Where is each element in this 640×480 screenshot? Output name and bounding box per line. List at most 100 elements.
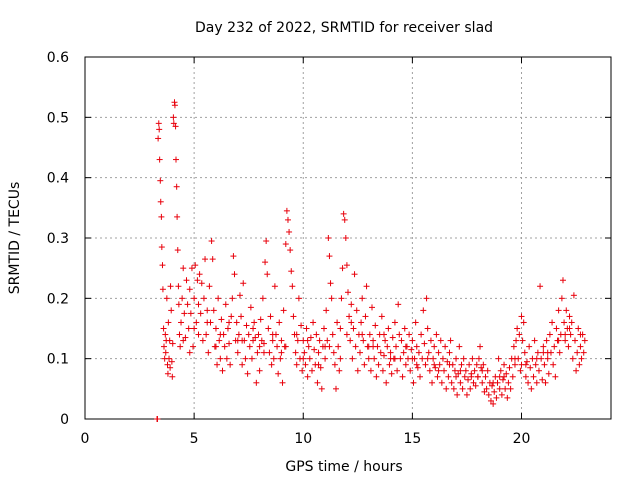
data-point (170, 120, 177, 127)
data-point (424, 325, 431, 332)
data-point (173, 156, 180, 163)
data-point (165, 319, 172, 326)
data-point (175, 283, 182, 290)
data-point (307, 334, 314, 341)
data-point (545, 370, 552, 377)
data-point (318, 385, 325, 392)
y-tick-label: 0 (60, 412, 69, 428)
data-point (334, 319, 341, 326)
data-point (484, 367, 491, 374)
data-point (305, 343, 312, 350)
data-point (208, 238, 215, 245)
data-point (503, 370, 510, 377)
data-point (223, 355, 230, 362)
data-point (217, 355, 224, 362)
data-point (367, 367, 374, 374)
data-point (533, 379, 540, 386)
data-point (567, 331, 574, 338)
data-point (409, 355, 416, 362)
data-point (322, 343, 329, 350)
data-point (191, 325, 198, 332)
data-point (295, 295, 302, 302)
data-point (446, 349, 453, 356)
data-point (277, 355, 284, 362)
data-point (425, 349, 432, 356)
data-point (422, 361, 429, 368)
data-point (431, 361, 438, 368)
data-point (577, 331, 584, 338)
data-point (459, 385, 466, 392)
data-point (410, 379, 417, 386)
data-point (348, 319, 355, 326)
data-point (361, 361, 368, 368)
data-point (186, 286, 193, 293)
data-point (179, 295, 186, 302)
data-point (482, 373, 489, 380)
data-point (414, 364, 421, 371)
data-point (423, 295, 430, 302)
data-point (275, 370, 282, 377)
data-point (349, 355, 356, 362)
data-point (460, 355, 467, 362)
data-point (347, 337, 354, 344)
data-point (402, 361, 409, 368)
data-point (565, 343, 572, 350)
data-point (533, 355, 540, 362)
data-point (431, 343, 438, 350)
data-point (510, 343, 517, 350)
data-point (265, 325, 272, 332)
y-axis-label: SRMTID / TECUs (7, 182, 23, 295)
data-point (160, 325, 167, 332)
data-point (342, 235, 349, 241)
data-point (571, 337, 578, 344)
data-point (477, 343, 484, 350)
data-point (222, 301, 229, 308)
data-point (568, 319, 575, 326)
data-point (292, 349, 299, 356)
data-point (436, 361, 443, 368)
data-point (197, 310, 204, 317)
data-point (209, 256, 216, 263)
data-point (478, 364, 485, 371)
data-point (269, 331, 276, 338)
data-point (457, 379, 464, 386)
data-point (427, 337, 434, 344)
data-point (517, 367, 524, 374)
data-point (491, 388, 498, 395)
data-point (552, 373, 559, 380)
data-point (556, 349, 563, 356)
data-point (395, 301, 402, 308)
data-point (479, 379, 486, 386)
data-point (473, 361, 480, 368)
data-point (227, 361, 234, 368)
data-point (181, 310, 188, 317)
data-point (363, 283, 370, 290)
data-point (370, 337, 377, 344)
data-point (539, 376, 546, 383)
data-point (540, 349, 547, 356)
data-point (289, 283, 296, 290)
data-point (317, 364, 324, 371)
data-point (357, 349, 364, 356)
data-point (198, 280, 205, 287)
y-tick-label: 0.2 (47, 291, 69, 307)
data-point (172, 123, 179, 130)
data-point (276, 319, 283, 326)
data-point (229, 295, 236, 302)
data-point (159, 286, 166, 293)
data-point (575, 325, 582, 332)
data-point (516, 331, 523, 338)
data-point (280, 307, 287, 314)
data-point (336, 367, 343, 374)
data-point (379, 367, 386, 374)
data-point (435, 367, 442, 374)
data-point (439, 355, 446, 362)
data-point (163, 295, 170, 302)
data-point (294, 337, 301, 344)
data-point (432, 364, 439, 371)
data-point (343, 262, 350, 269)
data-point (192, 262, 199, 269)
data-point (270, 355, 277, 362)
data-point (531, 337, 538, 344)
data-point (362, 313, 369, 320)
